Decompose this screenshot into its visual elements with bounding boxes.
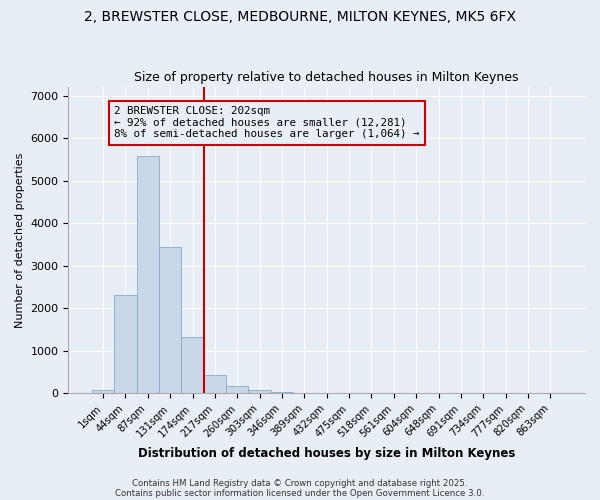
Bar (204, 375, 226, 394)
Text: 2, BREWSTER CLOSE, MEDBOURNE, MILTON KEYNES, MK5 6FX: 2, BREWSTER CLOSE, MEDBOURNE, MILTON KEY… (84, 10, 516, 24)
Title: Size of property relative to detached houses in Milton Keynes: Size of property relative to detached ho… (134, 72, 519, 85)
Bar (248, 390, 271, 394)
Bar (181, 337, 204, 394)
Bar (226, 386, 248, 394)
Bar (159, 246, 181, 394)
Bar (92, 390, 114, 394)
Text: Contains HM Land Registry data © Crown copyright and database right 2025.: Contains HM Land Registry data © Crown c… (132, 478, 468, 488)
Bar (114, 296, 137, 394)
Text: 2 BREWSTER CLOSE: 202sqm
← 92% of detached houses are smaller (12,281)
8% of sem: 2 BREWSTER CLOSE: 202sqm ← 92% of detach… (114, 106, 420, 140)
X-axis label: Distribution of detached houses by size in Milton Keynes: Distribution of detached houses by size … (138, 447, 515, 460)
Bar (137, 156, 159, 394)
Text: Contains public sector information licensed under the Open Government Licence 3.: Contains public sector information licen… (115, 488, 485, 498)
Bar (271, 392, 293, 394)
Y-axis label: Number of detached properties: Number of detached properties (15, 152, 25, 328)
